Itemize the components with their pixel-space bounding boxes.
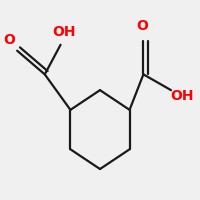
Text: O: O xyxy=(3,33,15,47)
Text: OH: OH xyxy=(52,25,75,39)
Text: O: O xyxy=(136,19,148,33)
Text: OH: OH xyxy=(170,89,194,103)
